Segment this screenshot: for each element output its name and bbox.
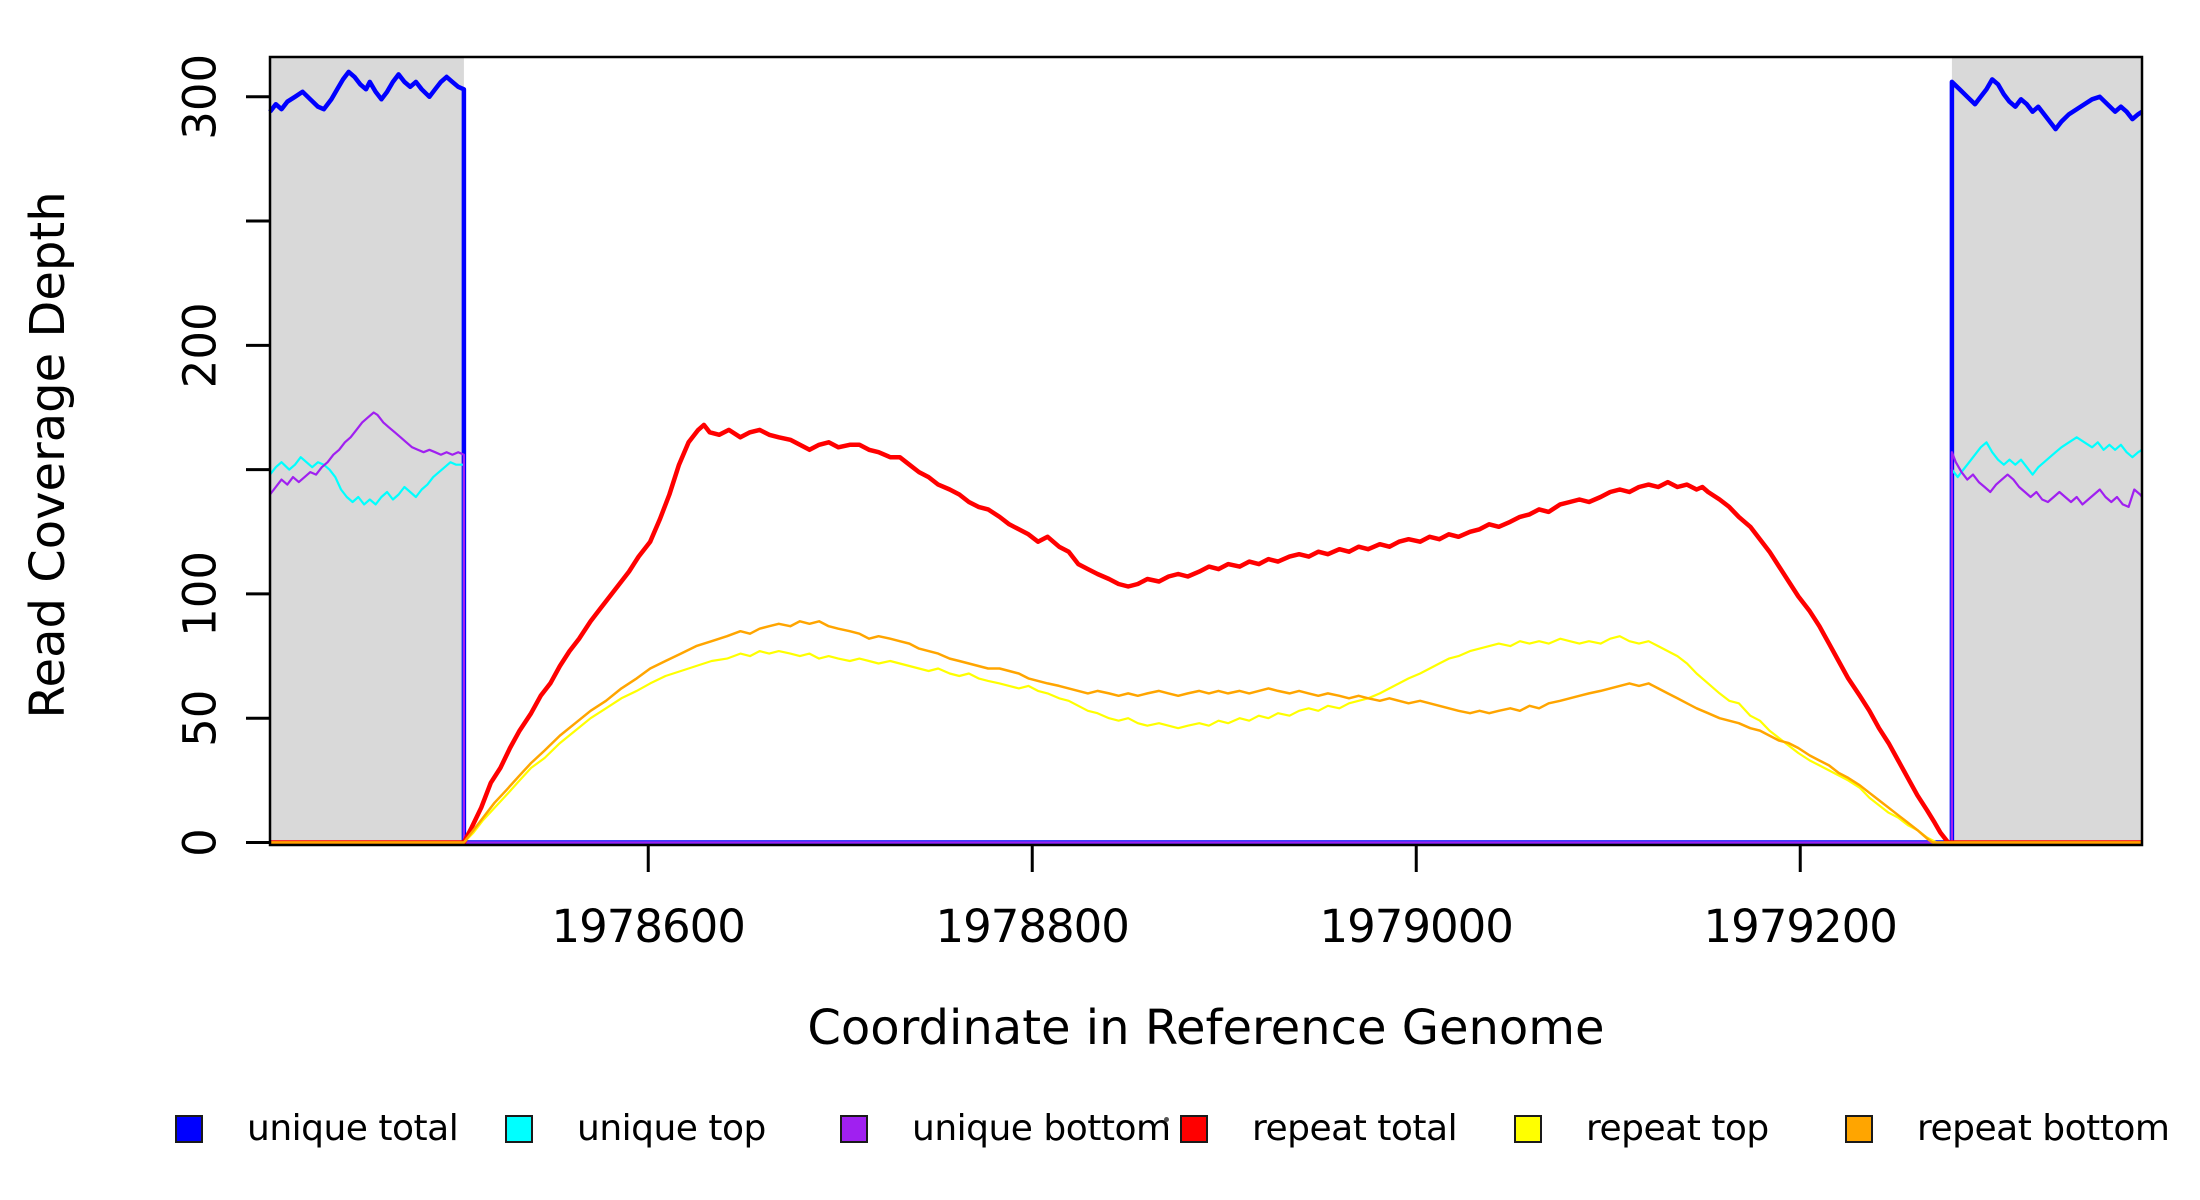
legend-label: repeat total <box>1252 1108 1458 1149</box>
legend-label: unique top <box>577 1108 766 1149</box>
legend-swatch <box>1845 1114 1873 1143</box>
series-line-unique-top <box>269 436 2143 844</box>
x-axis-title: Coordinate in Reference Genome <box>807 1000 1605 1056</box>
legend-swatch <box>840 1114 868 1143</box>
series-line-repeat-bottom <box>270 620 2142 844</box>
y-tick-label: 300 <box>174 54 227 140</box>
legend-swatch <box>505 1114 533 1143</box>
legend-swatch <box>1514 1114 1542 1143</box>
legend-label: unique total <box>247 1108 459 1149</box>
legend-entry-repeat-total: repeat total <box>1180 1108 1458 1149</box>
y-tick-label: 200 <box>174 302 227 388</box>
series-line-repeat-total <box>270 422 2142 845</box>
x-tick-label: 1979000 <box>1320 900 1513 953</box>
plot-border <box>268 55 2144 847</box>
series-line-unique-total <box>268 69 2144 845</box>
y-axis-title: Read Coverage Depth <box>20 191 76 719</box>
legend-swatch <box>1180 1114 1208 1143</box>
legend-stray-dot <box>1164 1117 1169 1122</box>
legend-label: repeat top <box>1586 1108 1769 1149</box>
x-tick-label: 1978600 <box>552 900 745 953</box>
series-line-unique-bottom <box>269 411 2143 844</box>
x-tick-label: 1978800 <box>936 900 1129 953</box>
legend-entry-repeat-bottom: repeat bottom <box>1845 1108 2170 1149</box>
shaded-region <box>1951 57 2142 845</box>
legend-label: unique bottom <box>912 1108 1171 1149</box>
legend-entry-unique-bottom: unique bottom <box>840 1108 1171 1149</box>
legend-entry-repeat-top: repeat top <box>1514 1108 1769 1149</box>
y-tick-label: 0 <box>174 828 227 857</box>
y-tick-label: 50 <box>174 690 227 747</box>
legend-entry-unique-total: unique total <box>175 1108 459 1149</box>
legend-label: repeat bottom <box>1917 1108 2170 1149</box>
legend-entry-unique-top: unique top <box>505 1108 766 1149</box>
x-tick-label: 1979200 <box>1704 900 1897 953</box>
series-line-repeat-top <box>270 635 2142 844</box>
legend-swatch <box>175 1114 203 1143</box>
legend: unique total unique top unique bottom repea… <box>0 1108 2200 1168</box>
y-tick-label: 100 <box>174 551 227 637</box>
